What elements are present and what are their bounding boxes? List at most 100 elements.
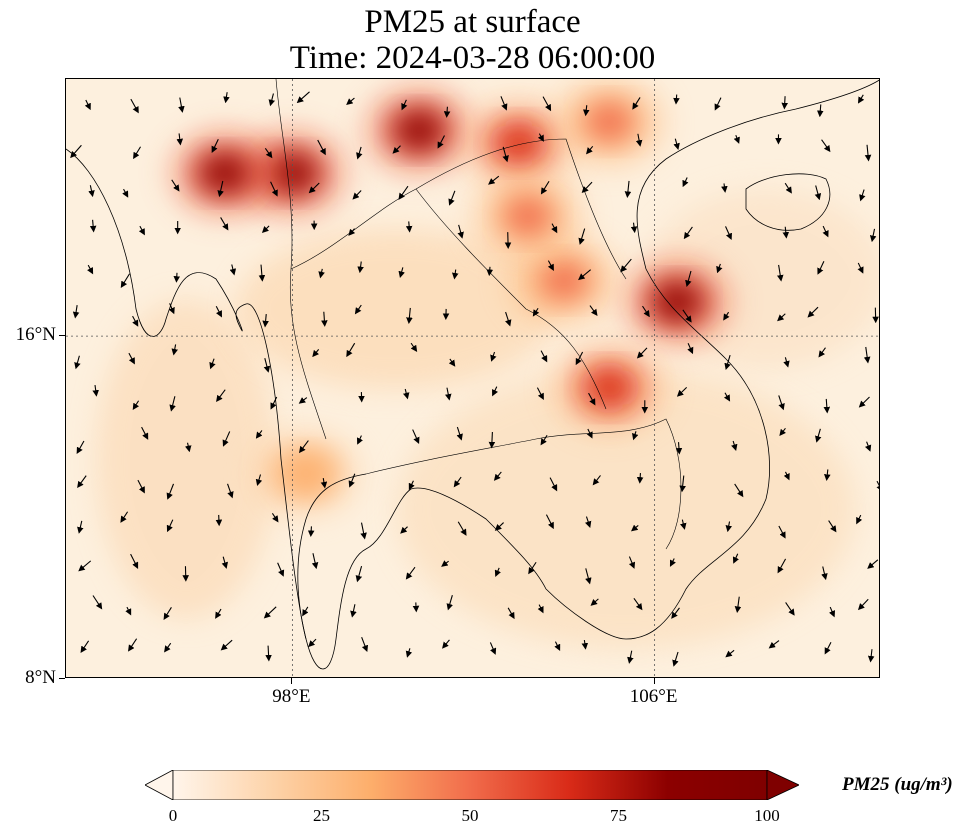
wind-arrow [633, 597, 643, 611]
wind-arrow [457, 224, 464, 239]
wind-arrow [807, 306, 819, 318]
wind-arrow [223, 92, 230, 104]
wind-arrow [445, 387, 452, 401]
wind-arrow [70, 144, 82, 159]
wind-arrow [128, 638, 138, 652]
wind-arrow [92, 384, 99, 397]
wind-arrow [856, 514, 863, 525]
wind-arrow [823, 398, 831, 414]
wind-arrow [824, 642, 832, 655]
wind-arrow [348, 228, 356, 236]
wind-arrow [348, 473, 356, 488]
wind-arrow [731, 440, 738, 452]
wind-arrow [229, 264, 237, 276]
wind-arrow [268, 93, 275, 107]
wind-arrow [352, 190, 362, 200]
wind-arrow [209, 358, 216, 370]
x-tick-mark [653, 678, 655, 684]
wind-arrow [631, 524, 639, 532]
wind-arrow [227, 483, 234, 499]
wind-arrow [406, 307, 413, 325]
y-tick-label: 16°N [15, 324, 56, 346]
wind-arrow [486, 266, 494, 277]
wind-arrow [490, 351, 497, 362]
wind-arrow [721, 183, 728, 193]
wind-arrow [823, 469, 831, 481]
wind-arrow [723, 392, 731, 402]
wind-arrow [164, 642, 172, 653]
wind-arrow [867, 649, 875, 663]
y-tick-mark [59, 678, 65, 679]
wind-arrow [502, 146, 509, 163]
wind-arrow [581, 181, 593, 194]
wind-arrow [494, 567, 501, 577]
wind-arrow [255, 474, 263, 487]
wind-arrow [402, 388, 410, 400]
x-tick-mark [291, 678, 293, 684]
wind-arrow [551, 223, 558, 234]
pm25-hotspot [586, 369, 633, 406]
wind-arrow [355, 565, 363, 583]
pm25-hotspot [201, 155, 248, 192]
wind-arrow [540, 350, 548, 363]
wind-arrow [120, 511, 129, 523]
wind-arrow [125, 606, 132, 616]
wind-arrow [528, 561, 537, 575]
pm25-hotspot [586, 103, 633, 141]
wind-arrow [859, 189, 866, 202]
wind-arrow [549, 477, 558, 492]
wind-arrow [122, 188, 129, 198]
map-subtitle-time: Time: 2024-03-28 06:00:00 [289, 40, 656, 76]
wind-arrow [443, 106, 451, 118]
wind-arrow [215, 306, 222, 318]
wind-arrow [586, 145, 594, 155]
pm25-hotspot [283, 455, 329, 492]
wind-vectors [70, 91, 879, 667]
colorbar-extend-low [145, 770, 174, 800]
colorbar-tick-label: 25 [313, 806, 330, 825]
wind-arrow [163, 607, 172, 620]
wind-arrow [217, 180, 224, 198]
wind-arrow [547, 260, 554, 271]
wind-arrow [270, 181, 278, 197]
wind-arrow [821, 566, 828, 581]
wind-arrow [864, 144, 872, 162]
wind-arrow [817, 261, 825, 275]
wind-arrow [130, 98, 139, 114]
wind-arrow [408, 480, 415, 491]
wind-arrow [346, 97, 355, 106]
wind-arrow [784, 182, 792, 194]
wind-arrow [532, 307, 540, 317]
wind-arrow [356, 435, 363, 445]
wind-arrow [89, 219, 97, 233]
wind-arrow [493, 471, 502, 481]
wind-arrow [857, 94, 865, 104]
wind-arrow [671, 607, 680, 619]
wind-arrow [405, 566, 416, 580]
wind-arrow [265, 645, 272, 662]
wind-arrow [815, 428, 822, 443]
wind-arrow [166, 519, 174, 533]
pm25-map [65, 78, 880, 678]
wind-arrow [76, 440, 85, 455]
wind-arrow [216, 389, 226, 402]
wind-arrow [777, 558, 787, 574]
pm25-map-canvas [66, 79, 879, 677]
wind-arrow [716, 263, 723, 274]
wind-arrow [492, 386, 498, 397]
wind-arrow [636, 347, 648, 359]
wind-arrow [74, 355, 81, 370]
wind-arrow [724, 354, 731, 370]
wind-arrow [317, 139, 326, 156]
wind-arrow [768, 640, 780, 649]
wind-arrow [80, 640, 90, 653]
wind-arrow [169, 396, 176, 412]
wind-arrow [828, 520, 837, 533]
wind-arrow [488, 175, 500, 185]
wind-arrow [673, 138, 680, 150]
wind-arrow [540, 434, 548, 446]
pm25-hotspot [541, 262, 587, 299]
x-tick-label: 98°E [272, 686, 311, 707]
wind-arrow [296, 91, 310, 104]
wind-arrow [178, 97, 185, 113]
